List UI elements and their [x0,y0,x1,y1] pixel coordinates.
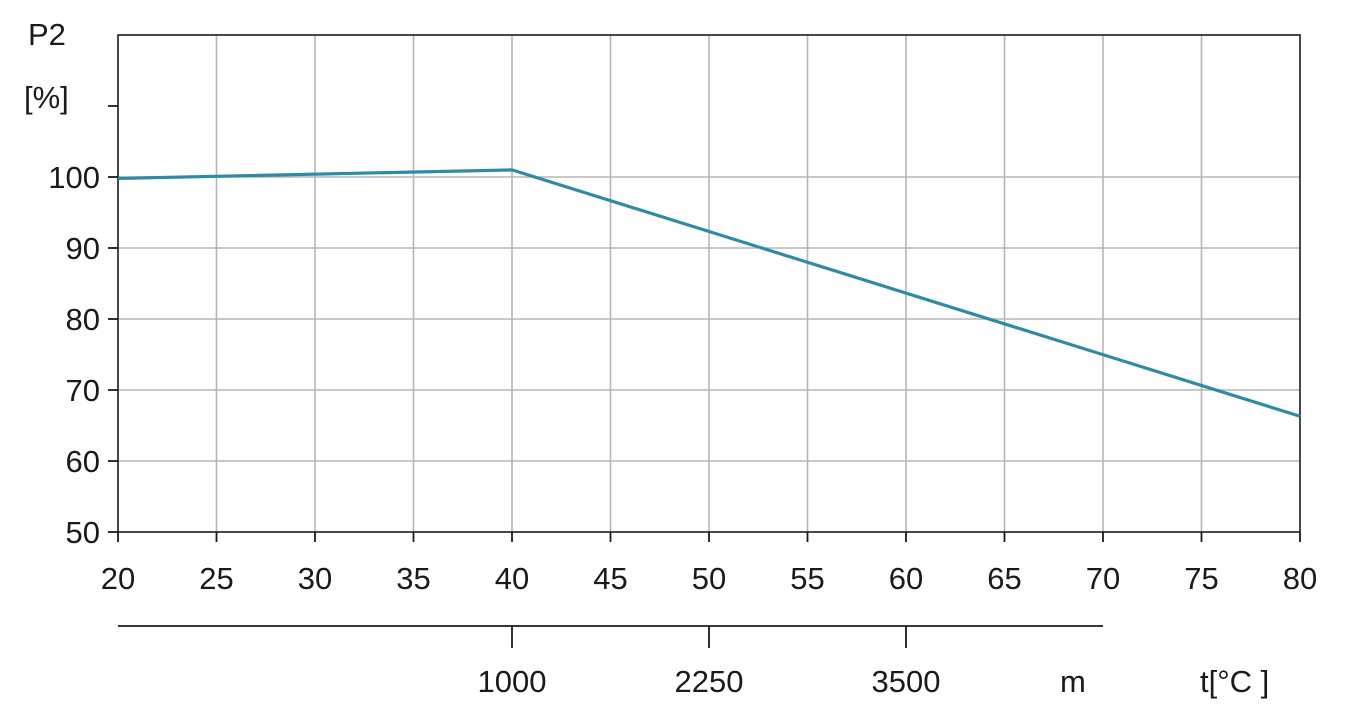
x-tick-label: 70 [1086,561,1120,596]
y-tick-label: 100 [48,160,100,195]
x-tick-label: 45 [593,561,627,596]
altitude-tick-label: 2250 [675,664,744,699]
grid [118,35,1300,532]
x-tick-label: 65 [987,561,1021,596]
x-tick-label: 80 [1283,561,1317,596]
series-layer [117,168,1301,418]
x-tick-label: 35 [396,561,430,596]
x-tick-label: 40 [495,561,529,596]
y-tick-label: 80 [66,302,100,337]
y-tick-label: 70 [66,373,100,408]
altitude-tick-label: 3500 [872,664,941,699]
altitude-tick-label: 1000 [478,664,547,699]
altitude-axis: 1000 2250 3500 [118,625,1103,699]
x-tick-label: 75 [1184,561,1218,596]
y-tick-label: 50 [66,515,100,550]
x-tick-label: 50 [692,561,726,596]
y-tick-label: 60 [66,444,100,479]
x-tick-label: 30 [298,561,332,596]
x-tick-label: 60 [889,561,923,596]
altitude-unit: m [1060,664,1086,699]
y-axis: 50 60 70 80 90 100 [48,105,118,550]
x-tick-label: 55 [790,561,824,596]
series-line [117,168,1301,418]
x-axis-unit: t[°C ] [1200,664,1269,699]
y-axis-unit-top: P2 [28,17,66,52]
y-tick-label: 90 [66,231,100,266]
x-tick-label: 20 [101,561,135,596]
x-axis: 20 25 30 35 40 45 50 55 60 65 70 75 80 [101,532,1317,596]
x-tick-label: 25 [199,561,233,596]
y-axis-unit-bottom: [%] [24,80,69,115]
